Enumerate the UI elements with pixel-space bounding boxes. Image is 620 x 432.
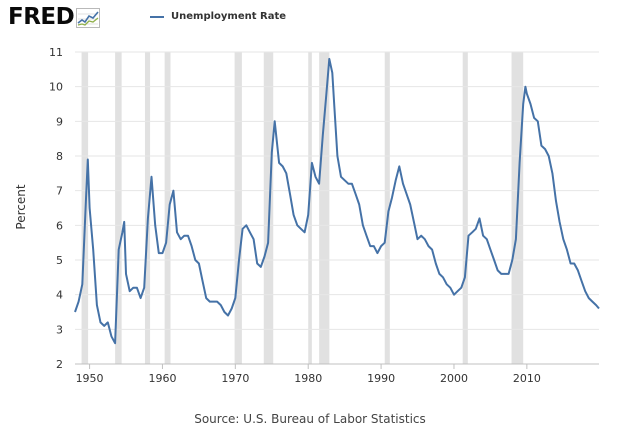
legend-label: Unemployment Rate bbox=[171, 11, 287, 22]
x-tick-label-2000: 2000 bbox=[440, 372, 468, 385]
x-tick-label-1950: 1950 bbox=[76, 372, 104, 385]
recession-band-8 bbox=[319, 52, 330, 364]
recession-band-4 bbox=[164, 52, 171, 364]
series-layer bbox=[74, 57, 600, 345]
legend-swatch bbox=[150, 15, 164, 18]
chart-legend[interactable]: Unemployment Rate bbox=[150, 11, 286, 22]
recession-band-3 bbox=[144, 52, 151, 364]
y-axis: 2 3 4 5 6 7 8 9 10 11 bbox=[49, 46, 63, 371]
x-axis: 1950 1960 1970 1980 1990 2000 2010 bbox=[76, 364, 541, 385]
recession-band-7 bbox=[308, 52, 312, 364]
recession-band-9 bbox=[384, 52, 390, 364]
fred-logo-text: FRED bbox=[8, 4, 75, 30]
recession-band-6 bbox=[263, 52, 274, 364]
x-tick-label-2010: 2010 bbox=[513, 372, 541, 385]
header-bar: FRED Unemployment Rate bbox=[0, 0, 620, 40]
y-tick-label-6: 6 bbox=[56, 219, 63, 232]
y-tick-label-8: 8 bbox=[56, 150, 63, 163]
y-tick-label-3: 3 bbox=[56, 323, 63, 336]
recession-band-2 bbox=[115, 52, 122, 364]
y-tick-label-9: 9 bbox=[56, 115, 63, 128]
recession-band-5 bbox=[234, 52, 242, 364]
fred-logo[interactable]: FRED bbox=[8, 4, 101, 30]
y-tick-label-10: 10 bbox=[49, 81, 63, 94]
y-tick-label-4: 4 bbox=[56, 289, 63, 302]
unemployment-line-chart: 1950 1960 1970 1980 1990 2000 2010 2 3 4 5 6 7 8 9 10 1… bbox=[14, 46, 600, 385]
x-tick-label-1970: 1970 bbox=[221, 372, 249, 385]
y-axis-title: Percent bbox=[14, 184, 28, 229]
y-tick-label-2: 2 bbox=[56, 358, 63, 371]
source-note: Source: U.S. Bureau of Labor Statistics bbox=[194, 412, 426, 426]
series-line-1 bbox=[74, 57, 600, 345]
x-tick-label-1990: 1990 bbox=[367, 372, 395, 385]
y-tick-label-7: 7 bbox=[56, 185, 63, 198]
y-tick-label-11: 11 bbox=[49, 46, 63, 59]
x-tick-label-1960: 1960 bbox=[148, 372, 176, 385]
x-tick-label-1980: 1980 bbox=[294, 372, 322, 385]
sparkline-chart-icon bbox=[76, 8, 101, 28]
recession-band-10 bbox=[462, 52, 468, 364]
y-tick-label-5: 5 bbox=[56, 254, 63, 267]
